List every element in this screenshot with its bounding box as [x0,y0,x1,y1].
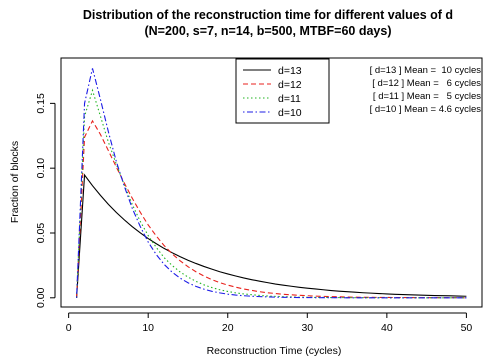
x-tick-label: 10 [142,322,154,334]
mean-annotation: [ d=10 ] Mean = 4.6 cycles [370,104,482,115]
mean-annotations: [ d=13 ] Mean = 10 cycles [ d=12 ] Mean =… [370,65,482,115]
legend-label: d=12 [278,79,302,91]
legend-label: d=10 [278,107,302,119]
x-tick-label: 50 [461,322,473,334]
series-line-d-12 [76,119,467,299]
x-tick-label: 40 [381,322,393,334]
y-tick-label: 0.15 [35,93,47,114]
mean-annotation: [ d=13 ] Mean = 10 cycles [370,65,482,76]
mean-annotation: [ d=12 ] Mean = 6 cycles [372,78,481,89]
chart-subtitle: (N=200, s=7, n=14, b=500, MTBF=60 days) [144,24,391,38]
plot-frame [60,57,483,308]
y-tick-label: 0.10 [35,158,47,179]
legend-items: d=13 d=12 d=11 d=10 [243,65,302,119]
series-layer [76,68,467,299]
legend: d=13 d=12 d=11 d=10 [235,58,330,124]
x-tick-label: 20 [222,322,234,334]
series-line-d-11 [76,88,467,299]
y-tick-label: 0.05 [35,223,47,244]
x-tick-label: 30 [301,322,313,334]
x-tick-label: 0 [66,322,72,334]
x-axis-label: Reconstruction Time (cycles) [207,345,342,357]
chart-title: Distribution of the reconstruction time … [83,8,453,22]
legend-label: d=13 [278,65,302,77]
series-line-d-10 [76,68,467,299]
mean-annotation: [ d=11 ] Mean = 5 cycles [373,91,481,102]
series-line-d-13 [76,173,467,298]
y-axis: 0.00 0.05 0.10 0.15 [35,93,56,308]
y-tick-label: 0.00 [35,287,47,308]
x-axis: 0 10 20 30 40 50 [66,312,473,334]
legend-label: d=11 [278,93,301,105]
y-axis-label: Fraction of blocks [9,141,21,223]
